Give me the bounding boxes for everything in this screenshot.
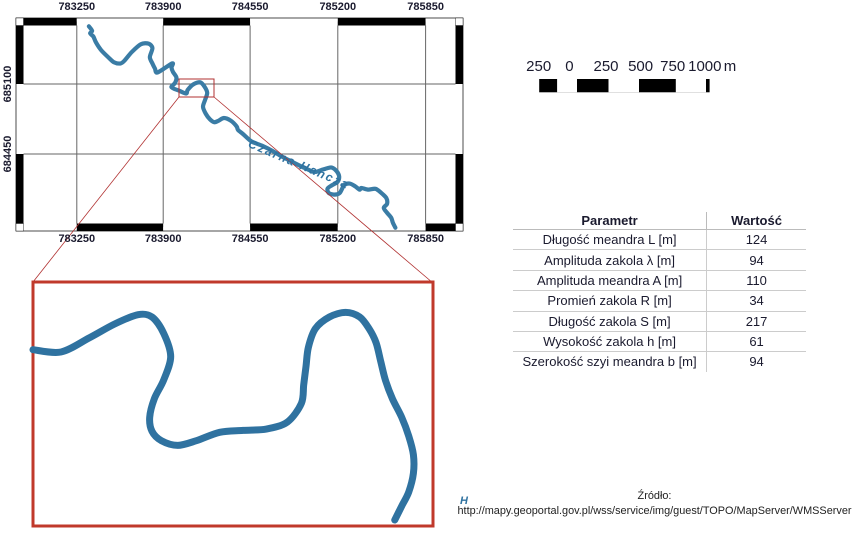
svg-text:0: 0 [565,58,573,75]
svg-text:1000: 1000 [688,58,721,75]
svg-text:250: 250 [593,58,618,75]
svg-text:750: 750 [660,58,685,75]
svg-text:500: 500 [628,58,653,75]
svg-text:m: m [724,58,737,75]
svg-text:250: 250 [526,58,551,75]
